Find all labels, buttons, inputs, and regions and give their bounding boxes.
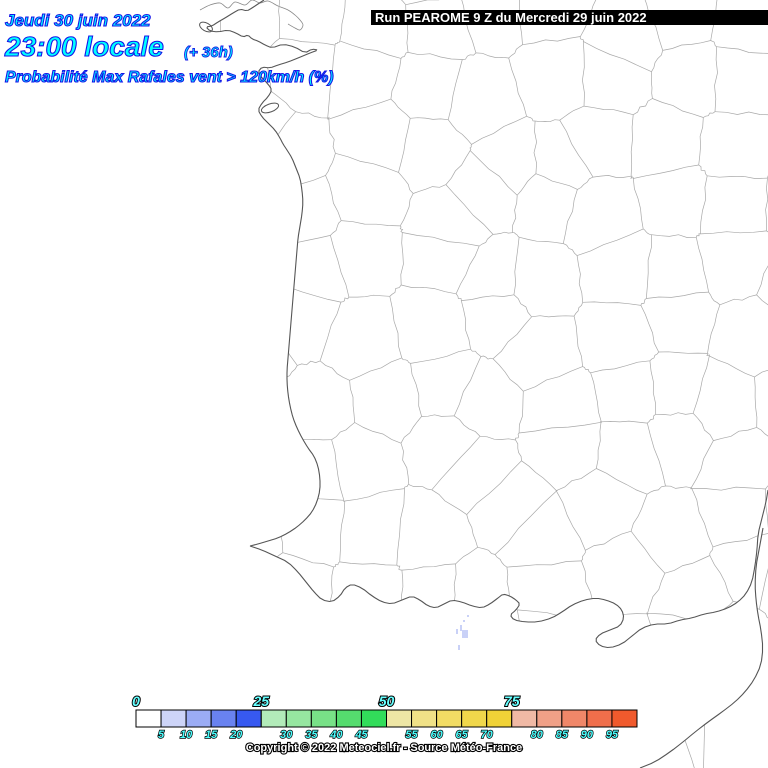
svg-text:65: 65 — [456, 729, 469, 741]
svg-text:30: 30 — [280, 729, 293, 741]
svg-text:0: 0 — [132, 693, 140, 709]
svg-text:20: 20 — [229, 729, 243, 741]
svg-text:45: 45 — [354, 729, 368, 741]
svg-text:95: 95 — [606, 729, 619, 741]
svg-text:5: 5 — [158, 729, 165, 741]
svg-text:10: 10 — [180, 729, 193, 741]
svg-text:60: 60 — [430, 729, 443, 741]
svg-text:70: 70 — [481, 729, 494, 741]
svg-text:75: 75 — [504, 693, 520, 709]
svg-text:15: 15 — [205, 729, 218, 741]
svg-text:90: 90 — [581, 729, 594, 741]
svg-text:80: 80 — [531, 729, 544, 741]
svg-text:55: 55 — [405, 729, 418, 741]
svg-text:50: 50 — [379, 693, 395, 709]
svg-text:35: 35 — [305, 729, 318, 741]
svg-text:85: 85 — [556, 729, 569, 741]
svg-text:40: 40 — [329, 729, 343, 741]
svg-text:25: 25 — [252, 693, 269, 709]
